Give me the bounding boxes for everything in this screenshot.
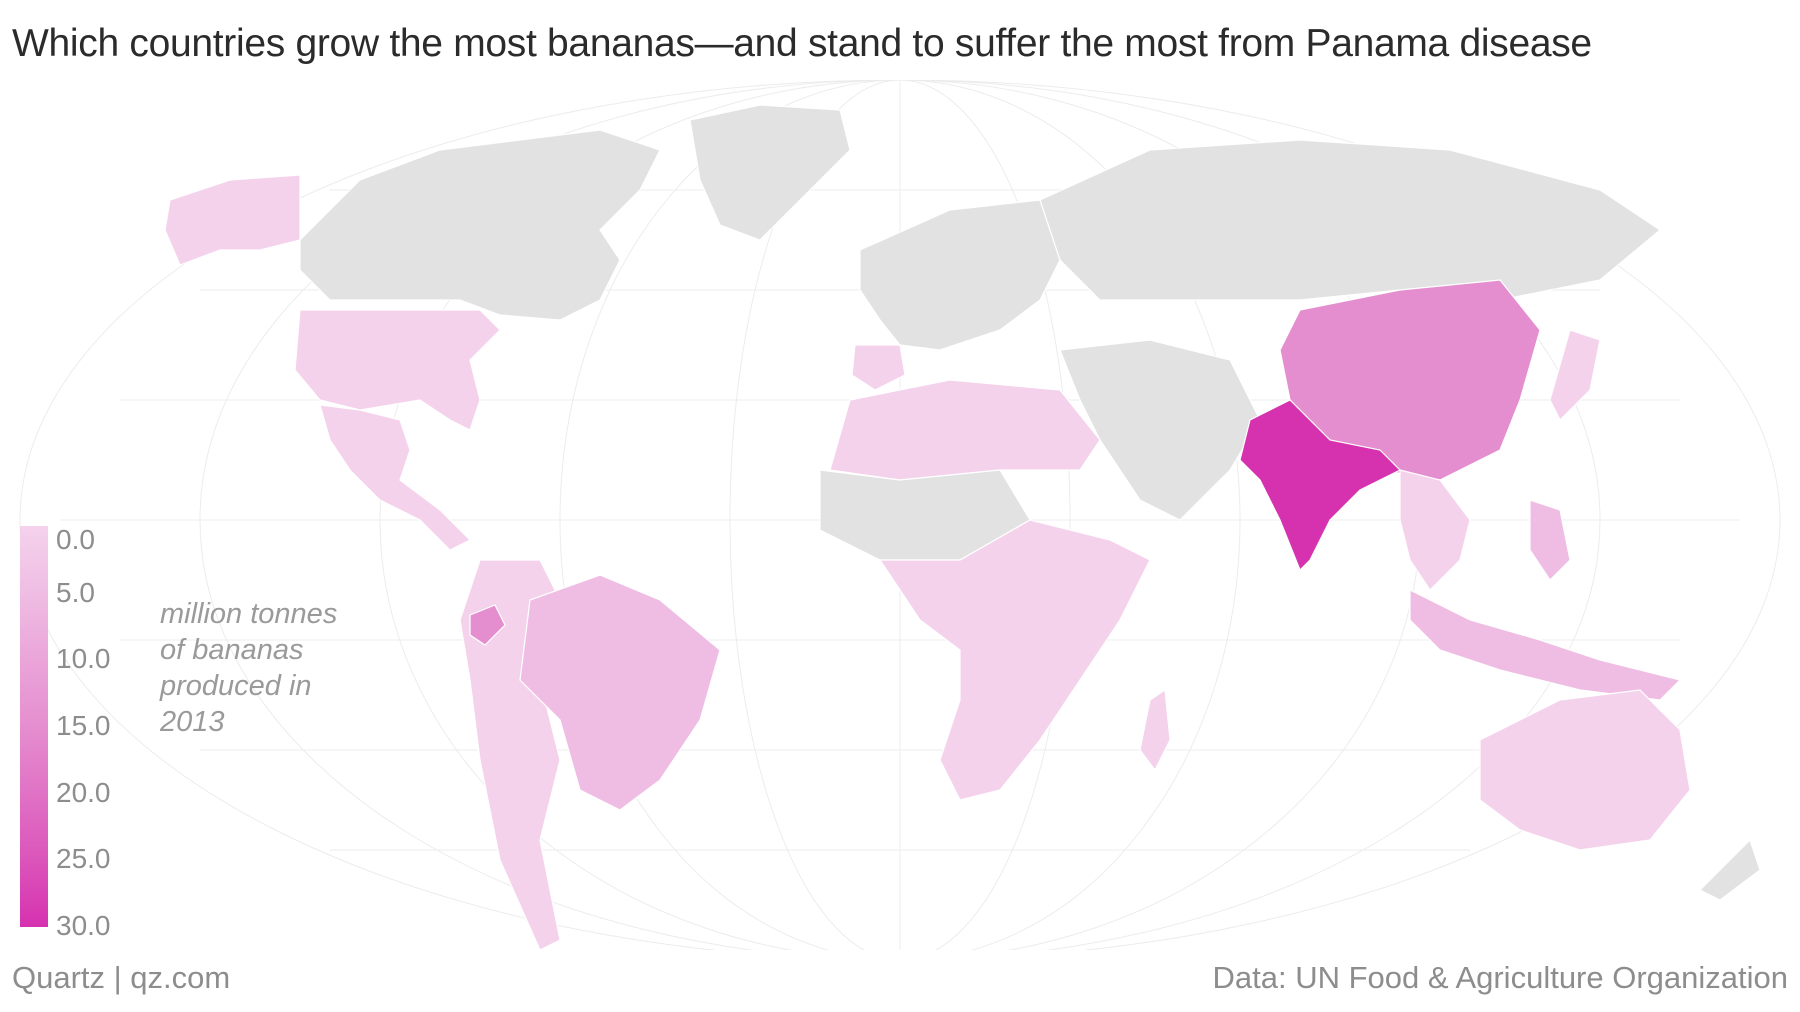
world-map	[19, 80, 1781, 950]
legend-swatch	[20, 659, 48, 727]
chart-title: Which countries grow the most bananas—an…	[12, 22, 1592, 65]
region-southeast-asia	[1399, 469, 1471, 591]
region-greenland	[689, 104, 851, 241]
legend-unit-line: 2013	[160, 706, 225, 738]
legend-tick-label: 15.0	[56, 710, 111, 741]
legend-tick-label: 25.0	[56, 843, 111, 875]
legend-swatch	[20, 592, 48, 661]
region-usa	[294, 309, 501, 431]
legend-swatch	[20, 859, 48, 927]
region-australia	[1479, 689, 1691, 851]
region-russia	[1039, 139, 1662, 301]
region-alaska	[164, 174, 301, 266]
color-legend: 0.0 5.0 10.0 15.0 20.0 25.0 30.0	[20, 524, 160, 941]
region-ecuador	[469, 604, 506, 646]
legend-tick-label: 5.0	[56, 576, 95, 608]
footer-source: Data: UN Food & Agriculture Organization	[1212, 960, 1789, 995]
legend-tick-label: 30.0	[56, 910, 111, 941]
legend-swatch	[20, 726, 48, 794]
legend-unit-line: million tonnes	[160, 598, 338, 630]
region-brazil	[519, 574, 721, 811]
region-mexico	[319, 404, 472, 551]
region-china	[1279, 279, 1541, 481]
region-europe	[859, 199, 1061, 351]
region-middle-east	[1059, 339, 1261, 521]
region-japan	[1549, 329, 1601, 422]
legend-tick-label: 20.0	[56, 776, 111, 808]
legend-tick-label: 0.0	[56, 524, 95, 555]
region-africa-north	[829, 379, 1101, 481]
region-india	[1239, 399, 1402, 572]
region-africa-central	[878, 519, 1151, 801]
legend-swatch	[20, 526, 48, 594]
legend-unit-line: of bananas	[160, 634, 304, 666]
region-spain	[851, 344, 906, 391]
legend-unit: million tonnes of bananas produced in 20…	[160, 596, 400, 740]
legend-tick-label: 10.0	[56, 643, 111, 675]
region-canada	[299, 129, 661, 321]
region-new-zealand	[1698, 838, 1761, 901]
legend-unit-line: produced in	[160, 670, 312, 702]
region-indonesia	[1409, 589, 1682, 701]
region-madagascar	[1139, 688, 1171, 772]
footer-credit: Quartz | qz.com	[12, 960, 231, 995]
legend-swatch	[20, 792, 48, 861]
region-philippines	[1529, 499, 1571, 581]
